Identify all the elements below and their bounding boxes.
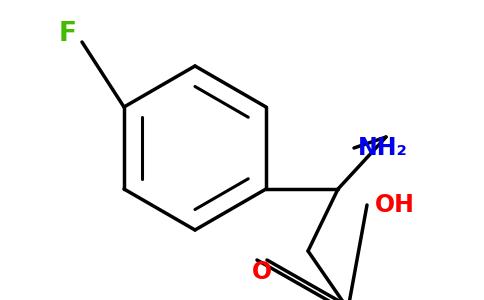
- Text: OH: OH: [375, 193, 415, 217]
- Text: F: F: [59, 21, 77, 47]
- Text: O: O: [252, 260, 272, 284]
- Text: NH₂: NH₂: [358, 136, 408, 160]
